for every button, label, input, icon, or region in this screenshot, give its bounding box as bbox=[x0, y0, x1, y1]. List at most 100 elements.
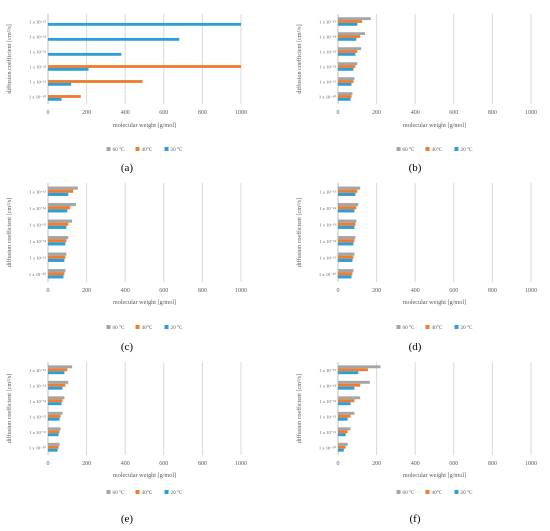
bar bbox=[48, 222, 69, 226]
bar bbox=[338, 206, 357, 210]
bar bbox=[48, 445, 59, 449]
y-tick-label: 1 x 10⁻¹⁵ bbox=[29, 189, 46, 194]
bar bbox=[48, 252, 67, 256]
x-tick-label: 600 bbox=[159, 110, 168, 116]
bar bbox=[338, 37, 357, 41]
y-tick-label: 1 x 10⁻¹⁰ bbox=[29, 95, 46, 100]
y-tick-label: 1 x 10⁻¹² bbox=[319, 414, 336, 419]
bar bbox=[48, 67, 89, 71]
x-tick-label: 400 bbox=[411, 461, 420, 467]
bar bbox=[338, 82, 352, 86]
panel-caption: (f) bbox=[410, 513, 421, 525]
legend-swatch bbox=[135, 147, 140, 151]
x-axis-title: molecular weight [g/mol] bbox=[113, 472, 176, 479]
bar bbox=[338, 445, 346, 449]
y-tick-label: 1 x 10⁻¹⁰ bbox=[319, 95, 336, 100]
y-tick-label: 1 x 10⁻¹⁵ bbox=[319, 368, 336, 373]
y-tick-label: 1 x 10⁻¹² bbox=[29, 414, 46, 419]
bar bbox=[338, 192, 356, 196]
bar bbox=[48, 37, 180, 41]
y-tick-label: 1 x 10⁻¹⁴ bbox=[319, 206, 336, 211]
legend-swatch bbox=[164, 490, 169, 494]
y-tick-label: 1 x 10⁻¹³ bbox=[319, 222, 336, 227]
y-tick-label: 1 x 10⁻¹⁴ bbox=[319, 35, 336, 40]
x-tick-label: 1000 bbox=[235, 110, 247, 116]
bar bbox=[338, 50, 358, 53]
y-tick-label: 1 x 10⁻¹¹ bbox=[29, 255, 46, 260]
y-tick-label: 1 x 10⁻¹¹ bbox=[29, 430, 46, 435]
bar bbox=[48, 269, 66, 273]
bar bbox=[48, 219, 73, 223]
x-tick-label: 200 bbox=[82, 288, 91, 294]
x-tick-label: 400 bbox=[411, 288, 420, 294]
legend-label: 60 °C bbox=[403, 146, 416, 153]
bar bbox=[338, 92, 353, 96]
x-tick-label: 0 bbox=[47, 110, 50, 116]
legend-label: 20 °C bbox=[171, 146, 184, 153]
bar bbox=[338, 222, 356, 226]
bar bbox=[338, 258, 353, 262]
chart-panel-a: 1 x 10⁻¹⁰ 1 x 10⁻¹¹ 1 x 10⁻¹² 1 x 10⁻¹³ 1 x … bbox=[6, 14, 247, 174]
y-axis-title: diffusion coefficient [cm²/s] bbox=[6, 24, 13, 93]
bar bbox=[48, 255, 66, 259]
bar bbox=[48, 225, 67, 229]
bar bbox=[338, 22, 358, 26]
legend-label: 20 °C bbox=[171, 489, 184, 496]
y-tick-label: 1 x 10⁻¹⁰ bbox=[29, 445, 46, 450]
y-axis-title: diffusion coefficient [cm²/s] bbox=[296, 24, 303, 93]
x-tick-label: 1000 bbox=[525, 461, 537, 467]
bar bbox=[48, 411, 63, 415]
legend-label: 40°C bbox=[432, 324, 443, 331]
bar bbox=[48, 448, 58, 452]
legend-swatch bbox=[106, 325, 111, 329]
y-axis-title: diffusion coefficient [cm²/s] bbox=[296, 374, 303, 443]
x-tick-label: 800 bbox=[488, 110, 497, 116]
bar bbox=[338, 62, 358, 66]
legend-swatch bbox=[454, 325, 459, 329]
x-tick-label: 600 bbox=[449, 461, 458, 467]
legend-swatch bbox=[396, 325, 401, 329]
y-tick-label: 1 x 10⁻¹⁴ bbox=[29, 35, 46, 40]
legend-swatch bbox=[164, 147, 169, 151]
x-tick-label: 0 bbox=[337, 110, 340, 116]
x-tick-label: 200 bbox=[82, 110, 91, 116]
bar bbox=[338, 269, 354, 273]
bar bbox=[48, 95, 81, 98]
y-tick-label: 1 x 10⁻¹⁵ bbox=[29, 368, 46, 373]
y-tick-label: 1 x 10⁻¹⁵ bbox=[29, 20, 46, 25]
bar bbox=[48, 239, 67, 243]
bar bbox=[338, 396, 361, 400]
bar bbox=[338, 52, 356, 56]
bar bbox=[48, 427, 61, 431]
bar bbox=[48, 97, 62, 101]
bar bbox=[338, 203, 359, 207]
x-tick-label: 0 bbox=[337, 461, 340, 467]
x-tick-label: 800 bbox=[488, 461, 497, 467]
x-tick-label: 600 bbox=[449, 110, 458, 116]
legend-swatch bbox=[425, 490, 430, 494]
bar bbox=[48, 430, 60, 434]
y-tick-label: 1 x 10⁻¹¹ bbox=[319, 80, 336, 85]
legend-label: 60 °C bbox=[113, 489, 126, 496]
bar bbox=[48, 206, 71, 210]
x-tick-label: 800 bbox=[488, 288, 497, 294]
legend-swatch bbox=[396, 490, 401, 494]
bar bbox=[48, 65, 241, 68]
bar bbox=[338, 433, 346, 437]
legend-label: 60 °C bbox=[403, 324, 416, 331]
bar bbox=[338, 417, 348, 421]
legend-swatch bbox=[106, 147, 111, 151]
bar bbox=[338, 442, 348, 446]
bar bbox=[48, 442, 60, 446]
bar bbox=[338, 20, 363, 23]
bar bbox=[48, 365, 73, 369]
y-tick-label: 1 x 10⁻¹³ bbox=[29, 222, 46, 227]
y-tick-label: 1 x 10⁻¹² bbox=[319, 65, 336, 70]
legend-label: 20 °C bbox=[461, 489, 474, 496]
bar bbox=[48, 396, 65, 400]
x-tick-label: 400 bbox=[411, 110, 420, 116]
chart-panel-e: 1 x 10⁻¹⁰ 1 x 10⁻¹¹ 1 x 10⁻¹² 1 x 10⁻¹³ 1 x … bbox=[6, 362, 247, 525]
y-tick-label: 1 x 10⁻¹³ bbox=[319, 50, 336, 55]
bar bbox=[338, 272, 353, 276]
chart-panel-c: 1 x 10⁻¹⁰ 1 x 10⁻¹¹ 1 x 10⁻¹² 1 x 10⁻¹³ 1 x … bbox=[6, 183, 247, 353]
